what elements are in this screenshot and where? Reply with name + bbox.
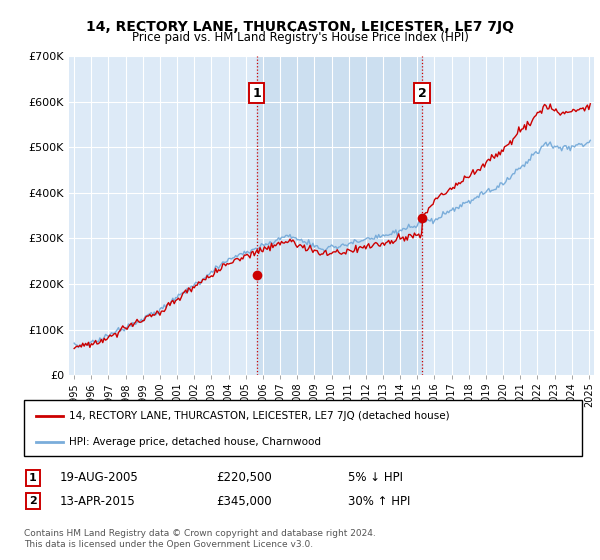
Text: 1: 1 bbox=[29, 473, 37, 483]
Text: 5% ↓ HPI: 5% ↓ HPI bbox=[348, 471, 403, 484]
Text: Price paid vs. HM Land Registry's House Price Index (HPI): Price paid vs. HM Land Registry's House … bbox=[131, 31, 469, 44]
Text: 30% ↑ HPI: 30% ↑ HPI bbox=[348, 494, 410, 508]
Text: Contains HM Land Registry data © Crown copyright and database right 2024.
This d: Contains HM Land Registry data © Crown c… bbox=[24, 529, 376, 549]
Text: 19-AUG-2005: 19-AUG-2005 bbox=[60, 471, 139, 484]
Text: HPI: Average price, detached house, Charnwood: HPI: Average price, detached house, Char… bbox=[69, 437, 321, 447]
Text: £345,000: £345,000 bbox=[216, 494, 272, 508]
Text: 13-APR-2015: 13-APR-2015 bbox=[60, 494, 136, 508]
Text: 14, RECTORY LANE, THURCASTON, LEICESTER, LE7 7JQ (detached house): 14, RECTORY LANE, THURCASTON, LEICESTER,… bbox=[69, 411, 449, 421]
Bar bbox=[257, 56, 422, 375]
Text: 2: 2 bbox=[418, 87, 427, 100]
Text: £220,500: £220,500 bbox=[216, 471, 272, 484]
Text: 2: 2 bbox=[29, 496, 37, 506]
Text: 1: 1 bbox=[252, 87, 261, 100]
Text: 14, RECTORY LANE, THURCASTON, LEICESTER, LE7 7JQ: 14, RECTORY LANE, THURCASTON, LEICESTER,… bbox=[86, 20, 514, 34]
